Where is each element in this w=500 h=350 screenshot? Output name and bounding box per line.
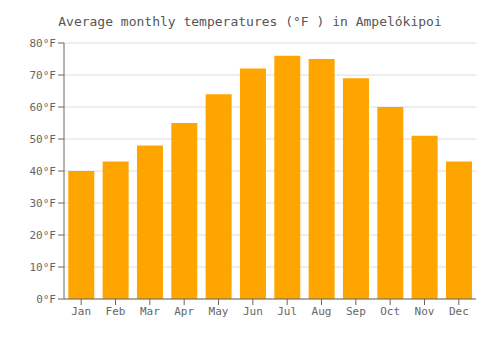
svg-text:30°F: 30°F	[30, 197, 57, 210]
svg-text:0°F: 0°F	[36, 293, 56, 306]
svg-text:Apr: Apr	[174, 305, 194, 318]
svg-text:60°F: 60°F	[30, 101, 57, 114]
svg-text:May: May	[209, 305, 229, 318]
svg-text:10°F: 10°F	[30, 261, 57, 274]
svg-text:Sep: Sep	[346, 305, 366, 318]
svg-text:40°F: 40°F	[30, 165, 57, 178]
svg-text:Mar: Mar	[140, 305, 160, 318]
html-text:Average monthly temperatures (: Average monthly temperatures (°F ) in Am…	[58, 14, 442, 29]
svg-text:50°F: 50°F	[30, 133, 57, 146]
svg-text:20°F: 20°F	[30, 229, 57, 242]
svg-text:Jul: Jul	[277, 305, 297, 318]
svg-text:Oct: Oct	[380, 305, 400, 318]
svg-text:Dec: Dec	[449, 305, 469, 318]
svg-text:70°F: 70°F	[30, 69, 57, 82]
svg-text:Aug: Aug	[312, 305, 332, 318]
svg-text:Nov: Nov	[415, 305, 435, 318]
svg-text:Feb: Feb	[106, 305, 126, 318]
svg-text:Jun: Jun	[243, 305, 263, 318]
svg-text:80°F: 80°F	[30, 37, 57, 50]
svg-text:Jan: Jan	[71, 305, 91, 318]
